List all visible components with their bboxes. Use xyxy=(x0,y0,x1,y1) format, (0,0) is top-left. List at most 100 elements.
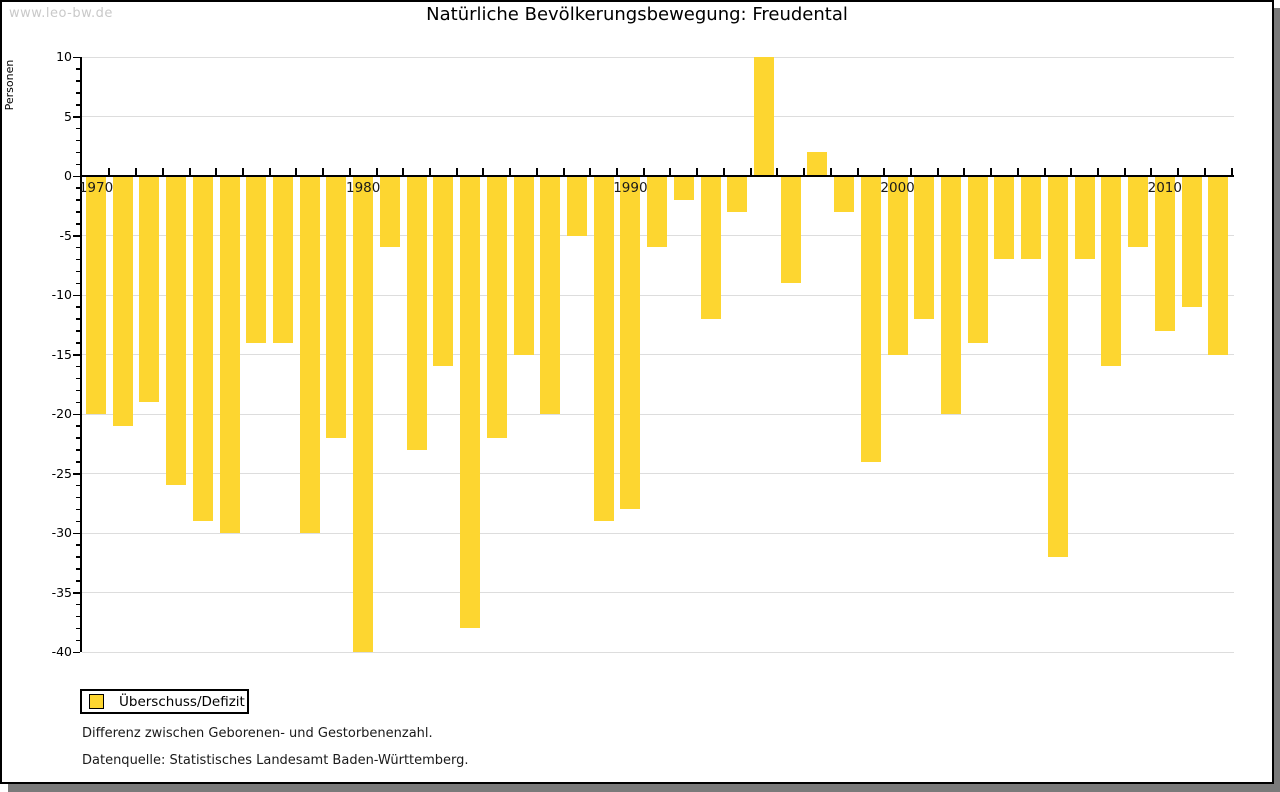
bar-1989 xyxy=(593,176,614,522)
y-major-tick xyxy=(73,116,80,118)
bar-1971 xyxy=(112,176,133,426)
bar-2008 xyxy=(1101,176,1122,367)
gridline xyxy=(82,56,1234,58)
y-axis-label: Personen xyxy=(3,59,16,111)
x-tick-mark xyxy=(963,168,966,175)
legend: Überschuss/Defizit xyxy=(80,689,249,714)
data-source: Datenquelle: Statistisches Landesamt Bad… xyxy=(82,753,469,768)
y-minor-tick xyxy=(76,437,80,439)
y-minor-tick xyxy=(76,68,80,70)
x-tick-mark xyxy=(161,168,164,175)
bar-1970 xyxy=(86,176,106,414)
gridline xyxy=(82,532,1234,534)
chart-plot-area: 1970 1980 1990 2000 2010 xyxy=(79,56,1234,653)
y-minor-tick xyxy=(76,270,80,273)
page-title: Natürliche Bevölkerungsbewegung: Freuden… xyxy=(426,4,848,25)
x-tick-mark xyxy=(348,168,351,175)
y-minor-tick xyxy=(76,544,80,546)
y-tick-label: 10 xyxy=(56,49,72,64)
x-tick-mark xyxy=(1016,168,1019,175)
bar-1982 xyxy=(406,176,427,450)
y-minor-tick xyxy=(76,603,80,606)
y-minor-tick xyxy=(76,425,80,427)
x-tick-mark xyxy=(803,168,806,175)
x-tick-mark xyxy=(215,168,218,175)
y-tick-label: 5 xyxy=(64,108,72,124)
y-major-tick xyxy=(73,56,80,58)
y-minor-tick xyxy=(76,496,80,499)
y-tick-label: -30 xyxy=(51,525,72,540)
y-minor-tick xyxy=(76,615,80,618)
bar-1980 xyxy=(353,176,374,652)
x-tick-mark xyxy=(669,168,672,175)
y-major-tick xyxy=(73,592,80,594)
x-tick-mark xyxy=(1123,168,1126,175)
legend-label: Überschuss/Defizit xyxy=(119,693,245,710)
bar-1976 xyxy=(246,176,267,343)
x-tick-mark xyxy=(1150,168,1153,175)
x-tick-mark xyxy=(135,168,138,175)
gridline xyxy=(82,473,1234,474)
bar-1990 xyxy=(620,176,641,510)
bar-1998 xyxy=(834,176,855,212)
y-minor-tick xyxy=(76,401,80,404)
bar-1972 xyxy=(139,176,160,403)
y-tick-label: -5 xyxy=(59,227,72,243)
y-minor-tick xyxy=(76,520,80,523)
y-minor-tick xyxy=(76,342,80,344)
x-tick-mark xyxy=(1097,168,1099,175)
x-tick-mark xyxy=(108,168,111,175)
y-minor-tick xyxy=(76,568,80,570)
y-major-tick xyxy=(73,413,80,415)
bar-1986 xyxy=(513,176,534,355)
bar-2000 xyxy=(887,176,908,355)
x-tick-mark xyxy=(1043,168,1046,175)
bar-2012 xyxy=(1208,176,1229,355)
x-tick-mark xyxy=(1070,168,1073,175)
x-tick-mark xyxy=(322,168,325,175)
x-tick-mark xyxy=(375,168,378,175)
y-minor-tick xyxy=(76,377,80,380)
y-tick-label: -40 xyxy=(51,644,72,659)
bar-1993 xyxy=(700,176,721,319)
y-minor-tick xyxy=(76,580,80,582)
y-major-tick xyxy=(73,354,80,356)
gridline xyxy=(82,651,1234,653)
x-tick-mark xyxy=(1203,168,1206,175)
y-minor-tick xyxy=(76,627,80,630)
x-tick-mark xyxy=(856,168,859,175)
gridline xyxy=(82,294,1234,296)
x-tick-mark xyxy=(1177,168,1180,175)
bar-2007 xyxy=(1074,176,1095,260)
y-minor-tick xyxy=(76,282,80,285)
bar-2009 xyxy=(1128,176,1149,248)
y-major-tick xyxy=(73,532,80,534)
bar-2010 xyxy=(1154,176,1175,331)
bar-1977 xyxy=(273,176,294,343)
gridline xyxy=(82,354,1234,355)
y-minor-tick xyxy=(76,449,80,451)
x-tick-mark xyxy=(589,168,592,175)
x-tick-mark xyxy=(455,168,458,175)
bar-1984 xyxy=(460,176,481,629)
x-tick-mark xyxy=(241,168,244,175)
x-tick-mark xyxy=(936,168,939,175)
x-tick-mark xyxy=(402,168,405,175)
bar-1991 xyxy=(647,176,668,248)
x-tick-mark xyxy=(749,168,752,175)
x-tick-mark xyxy=(295,168,298,175)
x-tick-label-1970: 1970 xyxy=(78,180,114,196)
bar-2002 xyxy=(941,176,962,414)
bar-1979 xyxy=(326,176,347,438)
y-major-tick xyxy=(73,651,80,653)
y-tick-label: -35 xyxy=(51,584,72,600)
y-major-tick xyxy=(73,473,80,475)
y-minor-tick xyxy=(76,306,80,308)
gridline xyxy=(82,116,1234,117)
y-minor-tick xyxy=(76,139,80,142)
y-minor-tick xyxy=(76,223,80,225)
x-tick-mark xyxy=(482,168,485,175)
y-minor-tick xyxy=(76,163,80,166)
y-tick-label: 0 xyxy=(64,168,72,183)
